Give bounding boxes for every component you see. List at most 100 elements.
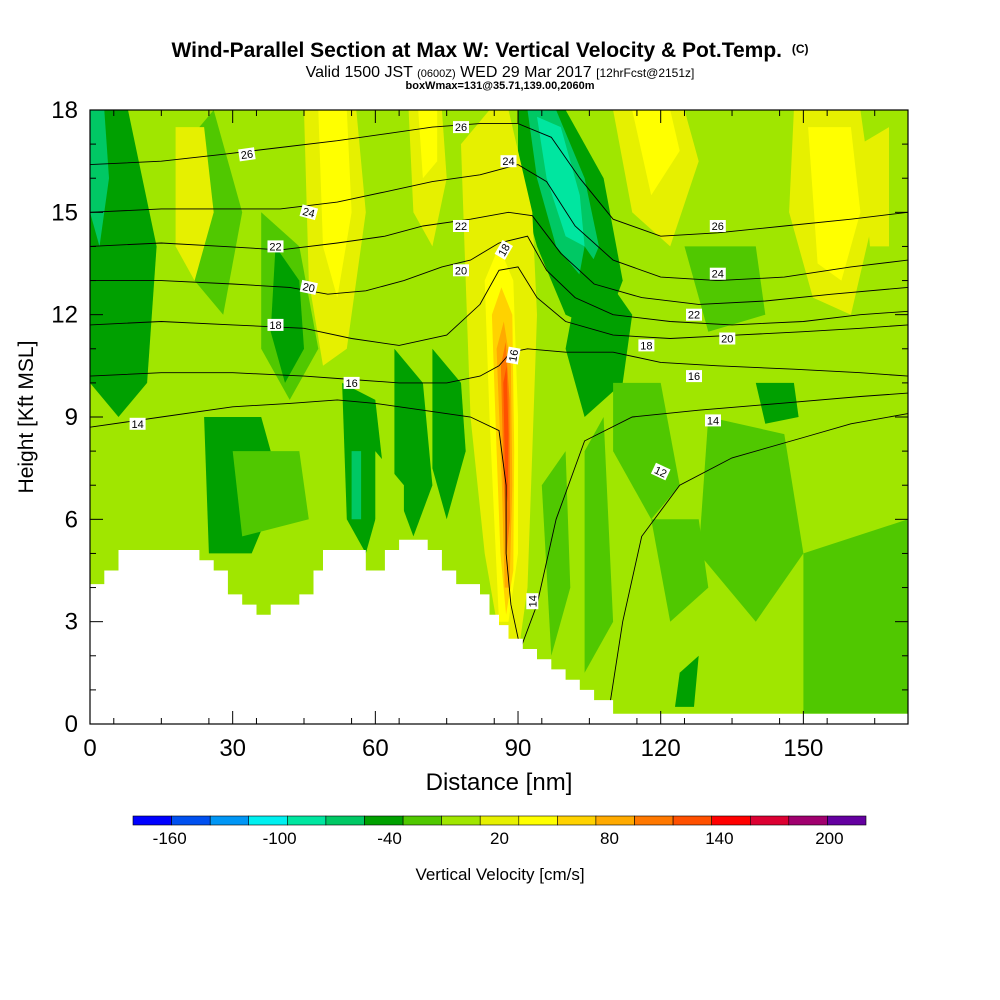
contour-label-box	[705, 414, 721, 427]
colorbar: -160 -100 -40 20 80 140 200	[132, 815, 867, 848]
y-tick-label: 6	[65, 506, 78, 533]
colorbar-swatch	[827, 815, 867, 826]
contour-label: 24	[709, 267, 726, 281]
colorbar-swatch	[171, 815, 211, 826]
velocity-region	[584, 417, 614, 673]
contour-label-text: 16	[688, 371, 700, 383]
velocity-region	[537, 116, 585, 247]
contour-label-text: 24	[502, 156, 514, 168]
theta-contour-18	[90, 266, 908, 346]
contour-label: 12	[650, 462, 671, 481]
contour-label-text: 20	[455, 265, 467, 277]
theta-contour-24	[90, 164, 908, 282]
theta-contour-26	[90, 123, 908, 237]
contour-label: 16	[506, 346, 521, 365]
velocity-region	[698, 417, 804, 622]
colorbar-swatch	[286, 815, 327, 826]
plot-area: 26 24 22 20 18 16 14 26 24 22 20 18 16 14 26 24 22 20 18 16…	[90, 110, 908, 724]
velocity-region	[318, 110, 352, 298]
velocity-region	[118, 468, 186, 554]
contour-label: 20	[719, 332, 736, 346]
contour-label-box	[709, 267, 726, 280]
axes: 0 30 60 90 120 150 0 3 6 9 12 15 18	[51, 97, 908, 762]
contour-label-box	[299, 204, 319, 221]
contour-label-text: 16	[507, 349, 521, 363]
theta-contour-20	[90, 235, 908, 326]
x-tick-label: 0	[83, 735, 96, 762]
contour-label: 14	[705, 414, 721, 427]
x-tick-label: 150	[783, 735, 823, 762]
colorbar-swatch	[672, 815, 712, 826]
contour-label: 18	[638, 339, 655, 352]
contour-label-text: 24	[301, 206, 316, 221]
contour-label-box	[506, 346, 521, 365]
x-tick-label: 90	[505, 735, 532, 762]
contour-label-box	[299, 279, 318, 295]
chart-subtitle: Valid 1500 JST (0600Z) WED 29 Mar 2017 […	[306, 64, 695, 81]
contour-label-text: 14	[707, 415, 719, 427]
contour-label-box	[650, 462, 671, 481]
velocity-region	[541, 451, 571, 656]
velocity-region	[503, 365, 509, 503]
velocity-region	[860, 127, 889, 247]
contour-label-text: 12	[652, 464, 668, 480]
colorbar-tick-label: -40	[377, 829, 402, 848]
colorbar-label: Vertical Velocity [cm/s]	[415, 865, 584, 884]
contour-label-text: 16	[345, 378, 357, 390]
colorbar-tick-label: 200	[815, 829, 843, 848]
velocity-region	[232, 451, 309, 537]
contour-label-text: 26	[712, 221, 724, 233]
contour-label-text: 26	[455, 122, 467, 134]
y-tick-label: 18	[51, 97, 78, 124]
theta-contour-22	[90, 211, 908, 305]
contour-label-box	[638, 339, 655, 352]
contour-label-box	[494, 239, 513, 260]
y-tick-label: 9	[65, 404, 78, 431]
contour-label-box	[453, 220, 469, 232]
y-tick-label: 0	[65, 711, 78, 738]
contour-label-text: 20	[721, 334, 733, 346]
y-tick-label: 12	[51, 302, 78, 329]
contour-label-text: 18	[640, 340, 652, 352]
chart-info-line: boxWmax=131@35.71,139.00,2060m	[406, 80, 595, 92]
velocity-region	[632, 110, 680, 196]
contour-label-box	[453, 121, 469, 134]
colorbar-tick-label: -100	[263, 829, 297, 848]
colorbar-tick-label: 140	[705, 829, 733, 848]
contour-label: 22	[267, 240, 284, 253]
velocity-region	[803, 519, 908, 714]
contour-label-text: 22	[688, 310, 700, 322]
velocity-region	[270, 246, 304, 383]
title-copyright-mark: (C)	[792, 42, 809, 56]
contour-label-box	[267, 240, 284, 253]
colorbar-swatch	[749, 815, 790, 826]
theta-contour-16	[90, 348, 908, 384]
velocity-region	[90, 417, 119, 588]
theta-contours	[90, 123, 908, 714]
velocity-region	[613, 382, 680, 520]
chart-title: Wind-Parallel Section at Max W: Vertical…	[171, 39, 808, 62]
velocity-region	[675, 655, 699, 707]
contour-label-box	[709, 220, 726, 232]
velocity-region	[351, 451, 362, 520]
colorbar-swatch	[132, 815, 172, 826]
x-tick-label: 120	[641, 735, 681, 762]
contour-label-box	[238, 147, 256, 162]
contour-label-box	[129, 417, 146, 430]
x-axis-label: Distance [nm]	[426, 769, 573, 796]
velocity-region	[375, 451, 404, 537]
colorbar-swatch	[441, 815, 481, 826]
x-tick-label: 60	[362, 735, 389, 762]
colorbar-swatch	[325, 815, 365, 826]
contour-label-box	[719, 332, 736, 345]
theta-contour-14	[90, 392, 908, 651]
y-tick-label: 3	[65, 609, 78, 636]
theta-contour-12	[607, 413, 908, 714]
colorbar-swatch	[595, 815, 635, 826]
contour-label: 26	[709, 220, 726, 233]
velocity-field	[90, 110, 908, 714]
contour-label: 16	[343, 376, 360, 390]
contour-label: 22	[686, 308, 702, 322]
contour-label: 20	[453, 264, 469, 277]
